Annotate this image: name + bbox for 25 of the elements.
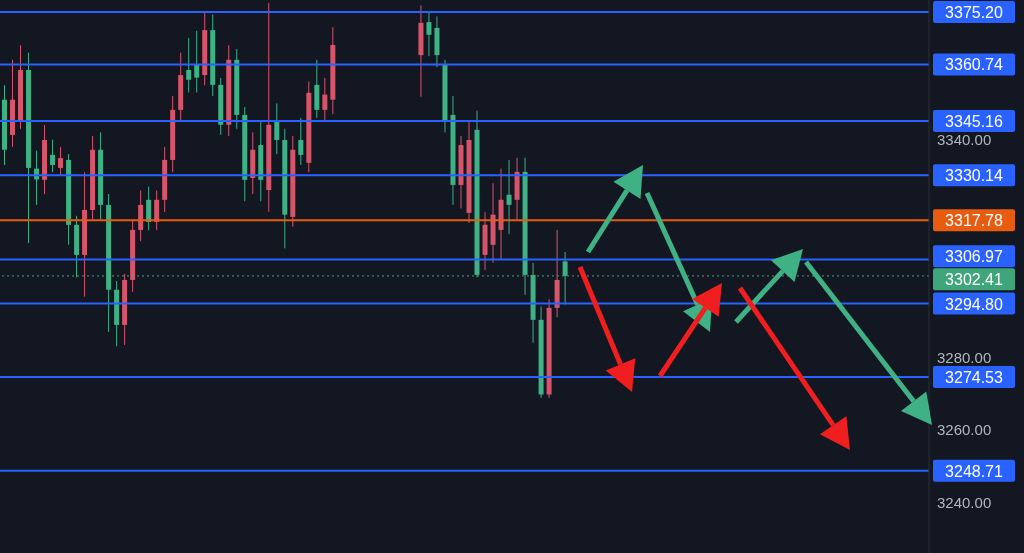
ref-line-label: 3345.16 [945,112,1004,130]
candlestick [194,30,200,93]
candlestick [426,12,432,57]
candlestick [298,117,304,166]
candlestick [50,139,56,173]
candlestick [322,77,328,122]
candlestick [154,189,160,231]
ref-line-label: 3294.80 [945,295,1004,313]
ref-line-label: 3306.97 [945,248,1004,266]
candlestick [274,102,280,155]
candlestick [58,146,64,177]
ref-line-label: 3317.78 [945,212,1004,230]
y-tick-label: 3280.00 [937,348,992,366]
candlestick [186,37,192,93]
y-tick-label: 3260.00 [937,421,992,439]
y-tick-label: 3340.00 [937,130,992,148]
ref-line-label: 3274.53 [945,369,1004,387]
candlestick [506,159,512,235]
ref-line-label: 3330.14 [945,167,1004,185]
ref-line-label: 3375.20 [945,3,1004,21]
ref-line-label: 3360.74 [945,56,1004,74]
candlestick [146,186,152,231]
ref-line-label: 3302.41 [945,271,1004,289]
ref-line-label: 3248.71 [945,462,1004,480]
y-tick-label: 3240.00 [937,493,992,511]
